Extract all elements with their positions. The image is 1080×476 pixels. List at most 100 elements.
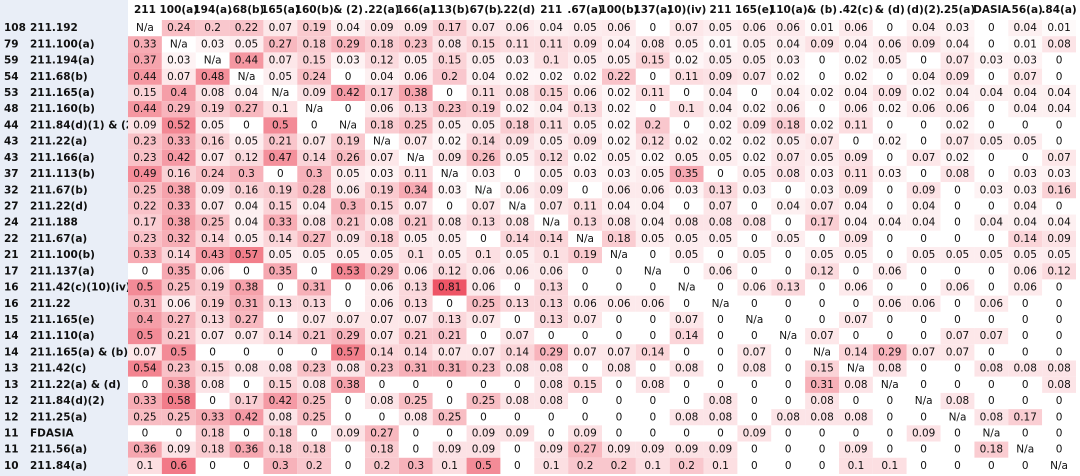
cell-value: 0.16 xyxy=(235,184,259,196)
cell-value: 0.08 xyxy=(404,411,427,423)
column-header: .22(a) xyxy=(364,4,399,16)
row-count: 16 xyxy=(4,298,19,310)
cell-value: 0.25 xyxy=(404,119,427,131)
heat-cell xyxy=(974,295,1009,312)
cell-value: 0.31 xyxy=(303,282,326,294)
cell-value: 0 xyxy=(345,411,352,423)
cell-value: N/a xyxy=(949,411,967,423)
cell-value: 0.29 xyxy=(336,38,359,50)
cell-value: 0.43 xyxy=(201,249,224,261)
cell-value: 0.05 xyxy=(777,136,800,148)
cell-value: 0.19 xyxy=(201,103,224,115)
heat-cell xyxy=(466,36,501,53)
cell-value: 0.09 xyxy=(133,119,156,131)
heat-cell xyxy=(432,133,467,150)
heat-cell xyxy=(669,182,704,199)
heat-cell xyxy=(297,392,332,410)
cell-value: 0.06 xyxy=(844,103,868,115)
heat-cell xyxy=(500,68,535,85)
cell-value: 0.5 xyxy=(137,282,154,294)
row-count: 16 xyxy=(4,282,19,294)
cell-value: 0.05 xyxy=(269,71,292,83)
heat-cell xyxy=(940,36,975,53)
heat-cell xyxy=(974,328,1009,345)
cell-value: 0.02 xyxy=(912,87,935,99)
cell-value: 0 xyxy=(582,363,589,375)
cell-value: 0.33 xyxy=(167,136,190,148)
heat-cell xyxy=(534,295,569,312)
cell-value: 0.08 xyxy=(438,217,461,229)
cell-value: 0 xyxy=(886,411,893,423)
heat-cell xyxy=(872,84,907,102)
heat-cell xyxy=(974,149,1009,166)
cell-value: 0.05 xyxy=(573,119,596,131)
heat-cell xyxy=(839,52,873,69)
heat-cell xyxy=(568,441,602,458)
heat-cell xyxy=(872,344,907,361)
cell-value: 0.09 xyxy=(912,38,935,50)
cell-value: 0 xyxy=(311,346,318,358)
cell-value: 0.81 xyxy=(438,282,461,294)
heat-cell xyxy=(297,441,332,458)
cell-value: 0.37 xyxy=(133,55,156,67)
cell-value: 0.48 xyxy=(201,71,224,83)
cell-value: 0.23 xyxy=(404,38,427,50)
heat-cell xyxy=(161,279,196,296)
row-count: 53 xyxy=(4,87,19,99)
cell-value: 0 xyxy=(751,411,758,423)
heat-cell xyxy=(635,311,670,329)
heat-cell xyxy=(195,117,230,134)
heat-cell xyxy=(365,101,399,118)
cell-value: 0 xyxy=(751,87,758,99)
heat-cell xyxy=(398,133,433,150)
heat-cell xyxy=(771,198,806,215)
cell-value: 0.08 xyxy=(235,363,258,375)
cell-value: 0.49 xyxy=(133,168,156,180)
heat-cell xyxy=(940,52,975,69)
heat-cell xyxy=(974,247,1009,264)
row-count: 32 xyxy=(4,184,19,196)
heat-cell xyxy=(500,425,535,442)
cell-value: 0.08 xyxy=(844,379,867,391)
heat-cell xyxy=(771,68,806,85)
heat-cell xyxy=(195,328,230,345)
cell-value: 0.01 xyxy=(1014,38,1037,50)
cell-value: 0.05 xyxy=(607,55,630,67)
heat-cell xyxy=(297,279,332,296)
heat-cell xyxy=(805,376,839,393)
cell-value: 0 xyxy=(785,444,792,456)
heat-cell xyxy=(703,52,738,69)
heat-cell xyxy=(1042,214,1076,231)
cell-value: N/a xyxy=(407,152,425,164)
heat-cell xyxy=(161,392,196,410)
heat-cell xyxy=(635,182,670,199)
heat-cell xyxy=(669,392,704,410)
cell-value: 0.27 xyxy=(269,38,292,50)
heat-cell xyxy=(263,409,298,426)
cell-value: 0.13 xyxy=(438,314,461,326)
heat-cell xyxy=(974,230,1009,247)
cell-value: 0.05 xyxy=(709,22,732,34)
cell-value: 0 xyxy=(649,71,656,83)
heat-cell xyxy=(805,165,839,183)
cell-value: 0 xyxy=(886,282,893,294)
cell-value: 0.27 xyxy=(573,444,596,456)
heat-cell xyxy=(737,214,772,231)
column-header: 137(a) xyxy=(633,4,672,16)
cell-value: 0 xyxy=(243,119,250,131)
cell-value: 0.07 xyxy=(980,330,1003,342)
row-name: 211.42(c) xyxy=(30,363,86,375)
cell-value: 0.08 xyxy=(641,38,664,50)
cell-value: N/a xyxy=(204,55,222,67)
heat-cell xyxy=(669,263,704,280)
heat-cell xyxy=(500,441,535,458)
heat-cell xyxy=(635,360,670,377)
heat-cell xyxy=(229,409,264,426)
cell-value: 0.04 xyxy=(844,200,868,212)
heat-cell xyxy=(128,279,162,296)
heat-cell xyxy=(602,165,636,183)
heat-cell xyxy=(805,360,839,377)
cell-value: 0 xyxy=(785,314,792,326)
cell-value: 0 xyxy=(717,379,724,391)
cell-value: 0.09 xyxy=(878,87,901,99)
